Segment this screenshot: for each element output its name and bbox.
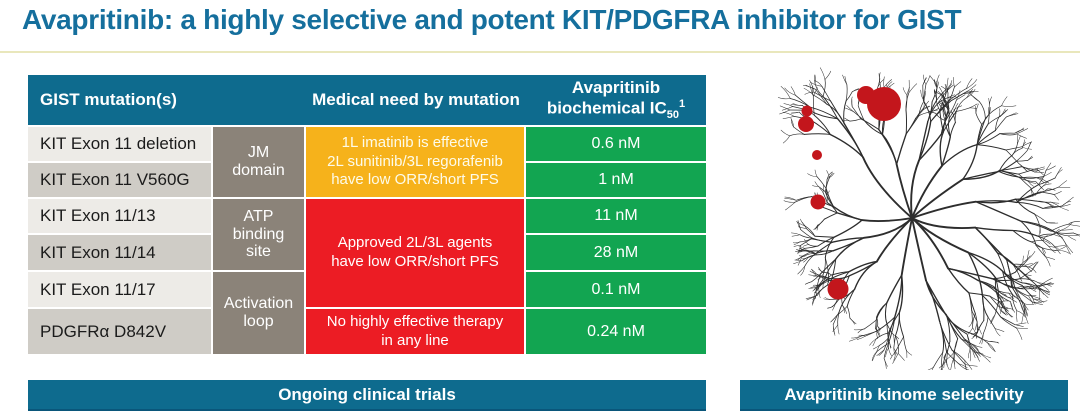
mutation-cell: PDGFRα D842V xyxy=(28,309,211,354)
domain-line: JM xyxy=(247,144,270,162)
ic50-cell: 0.1 nM xyxy=(526,272,706,307)
mutation-cell: KIT Exon 11 deletion xyxy=(28,127,211,161)
kinome-panel xyxy=(760,60,1080,370)
kinome-hit xyxy=(801,105,813,117)
domain-line: site xyxy=(246,243,271,261)
header-ic50-line2: biochemical IC501 xyxy=(546,98,686,122)
ic50-cell: 11 nM xyxy=(526,199,706,233)
domain-cell: ATP binding site xyxy=(213,199,304,270)
ongoing-trials-banner: Ongoing clinical trials xyxy=(28,380,706,411)
table-header: GIST mutation(s) Medical need by mutatio… xyxy=(28,75,706,125)
mutation-cell: KIT Exon 11/14 xyxy=(28,235,211,270)
mutation-cell: KIT Exon 11/17 xyxy=(28,272,211,307)
domain-cell: Activation loop xyxy=(213,272,304,354)
ic50-cell: 1 nM xyxy=(526,163,706,197)
medical-need-line: 1L imatinib is effective xyxy=(341,133,489,151)
medical-need-line: No highly effective therapy xyxy=(326,312,504,330)
kinome-hit xyxy=(812,150,822,160)
ic50-cell: 0.6 nM xyxy=(526,127,706,161)
mutation-table: KIT Exon 11 deletion KIT Exon 11 V560G K… xyxy=(28,127,706,354)
medical-need-cell: Approved 2L/3L agents have low ORR/short… xyxy=(306,199,524,307)
medical-need-line: in any line xyxy=(381,331,449,349)
header-medical-need: Medical need by mutation xyxy=(312,89,520,109)
medical-need-cell: 1L imatinib is effective 2L sunitinib/3L… xyxy=(306,127,524,197)
domain-line: binding xyxy=(232,225,285,243)
header-gist-mutations: GIST mutation(s) xyxy=(40,89,177,109)
medical-need-line: Approved 2L/3L agents xyxy=(337,234,493,252)
kinome-hit xyxy=(867,87,901,121)
kinome-tree-branches xyxy=(777,67,1080,370)
kinome-hits xyxy=(798,86,901,300)
domain-line: ATP xyxy=(243,207,274,225)
medical-need-cell: No highly effective therapy in any line xyxy=(306,309,524,354)
ic50-cell: 28 nM xyxy=(526,235,706,270)
kinome-hit xyxy=(857,86,875,104)
mutation-cell: KIT Exon 11/13 xyxy=(28,199,211,233)
medical-need-line: 2L sunitinib/3L regorafenib xyxy=(327,152,503,170)
mutation-cell: KIT Exon 11 V560G xyxy=(28,163,211,197)
page-title: Avapritinib: a highly selective and pote… xyxy=(22,4,962,35)
domain-line: Activation xyxy=(223,295,294,313)
kinome-hit xyxy=(810,194,826,210)
ic50-cell: 0.24 nM xyxy=(526,309,706,354)
medical-need-line: have low ORR/short PFS xyxy=(331,253,499,270)
kinome-selectivity-banner: Avapritinib kinome selectivity xyxy=(740,380,1068,411)
header-ic50-line1: Avapritinib xyxy=(571,77,661,97)
domain-cell: JM domain xyxy=(213,127,304,197)
kinome-hit xyxy=(798,116,814,132)
header-ic50: Avapritinib biochemical IC501 xyxy=(526,75,706,125)
domain-line: loop xyxy=(243,313,274,330)
medical-need-line: have low ORR/short PFS xyxy=(331,171,499,189)
kinome-hit xyxy=(827,278,849,300)
domain-line: domain xyxy=(232,162,285,179)
title-divider xyxy=(0,51,1080,53)
kinome-tree-svg xyxy=(777,67,1080,370)
